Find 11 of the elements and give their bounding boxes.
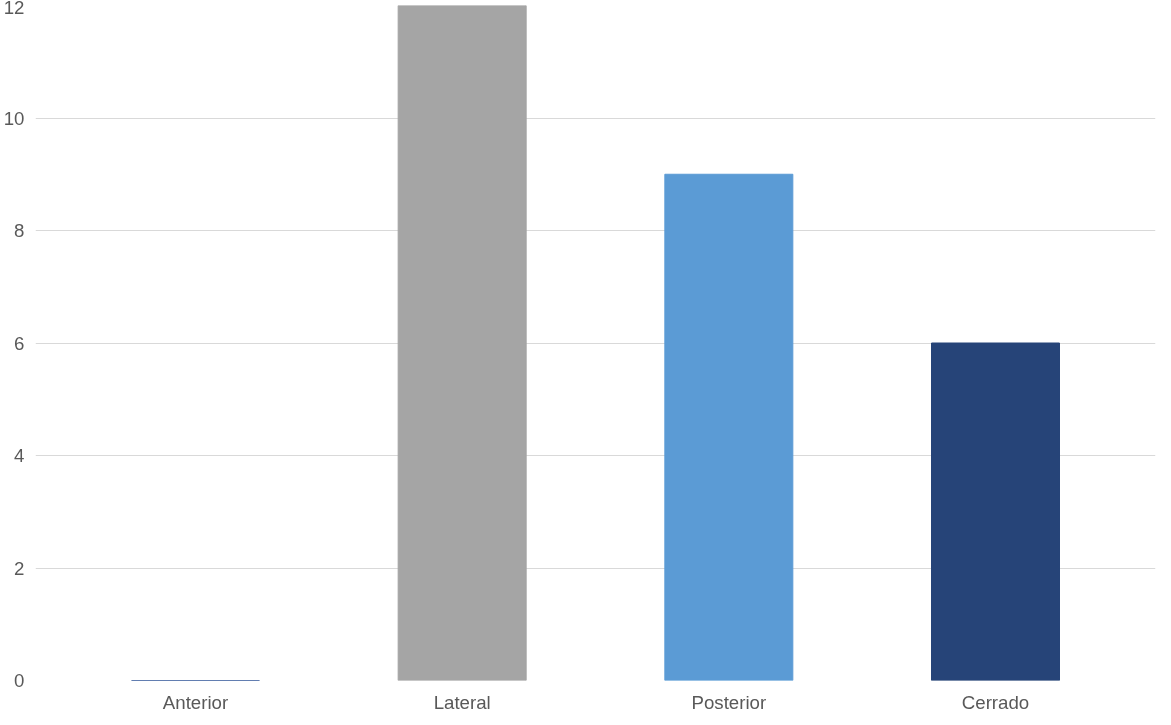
x-tick-label: Lateral (433, 691, 491, 713)
y-tick-label: 12 (3, 0, 25, 18)
x-tick-label: Anterior (162, 691, 229, 713)
y-tick-label: 0 (14, 670, 25, 691)
y-tick-label: 2 (14, 557, 25, 579)
x-tick-label: Cerrado (961, 691, 1030, 713)
x-tick-label: Posterior (691, 691, 767, 713)
y-tick-label: 8 (14, 220, 25, 241)
y-tick-label: 10 (3, 107, 25, 129)
y-tick-label: 4 (14, 445, 25, 466)
y-tick-label: 6 (14, 332, 25, 354)
